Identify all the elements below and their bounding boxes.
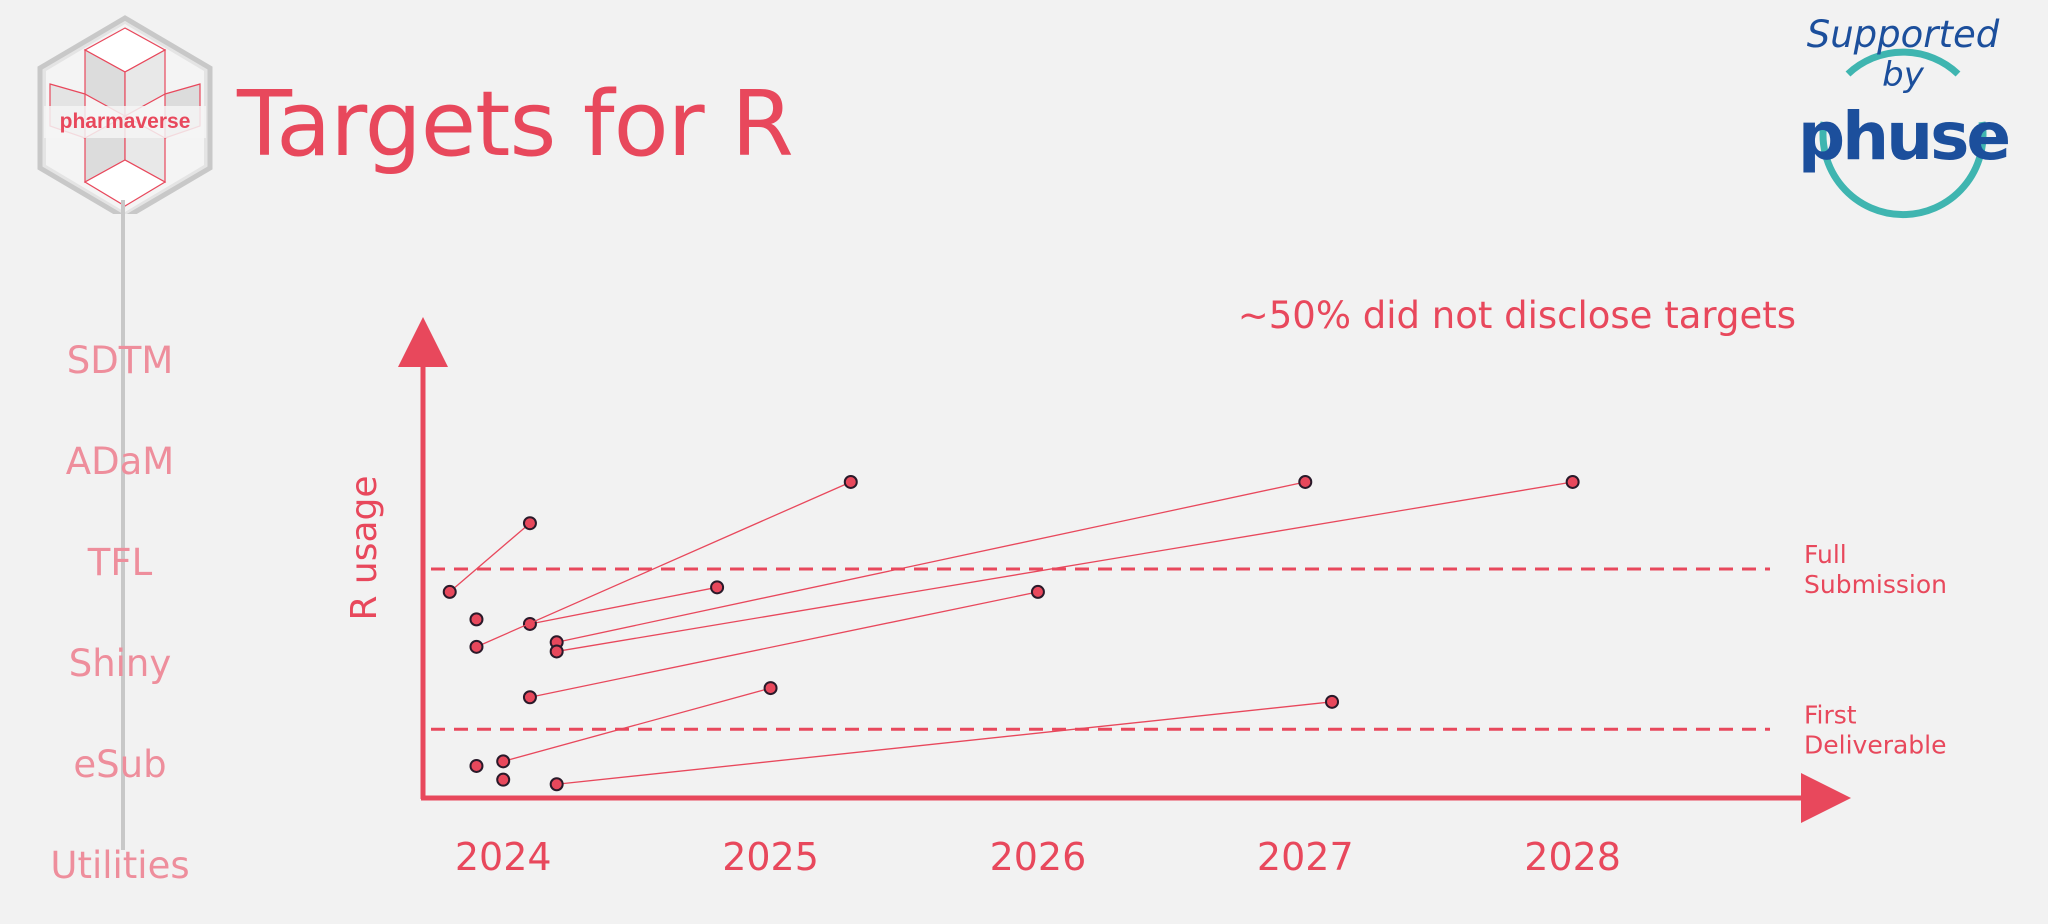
sidebar-item-utilities[interactable]: Utilities (50, 844, 190, 887)
series-line (476, 481, 852, 648)
series-line (529, 586, 718, 625)
badge-by-text: by (1882, 55, 1924, 95)
data-point (763, 681, 778, 696)
data-point (496, 754, 511, 769)
logo-text: pharmaverse (59, 110, 191, 133)
x-tick-label: 2026 (990, 835, 1087, 879)
badge-ring-icon (1819, 48, 1987, 219)
data-point (496, 772, 511, 787)
series-line (556, 481, 1306, 643)
data-point (522, 690, 537, 705)
data-point (522, 516, 537, 531)
y-axis-label: R usage (344, 475, 385, 620)
x-tick-label: 2028 (1524, 835, 1621, 879)
data-point (843, 474, 858, 489)
sidebar-divider (121, 200, 125, 850)
series-line (556, 481, 1573, 653)
data-point (1030, 584, 1045, 599)
x-tick-label: 2024 (455, 835, 552, 879)
data-point (442, 584, 457, 599)
badge-supported-text: Supported (1806, 13, 2000, 56)
threshold-label: Submission (1804, 570, 1947, 599)
x-tick-label: 2025 (722, 835, 819, 879)
data-point (710, 580, 725, 595)
data-point (549, 777, 564, 792)
hexagon-logo-icon (37, 15, 213, 221)
data-point (469, 612, 484, 627)
sidebar-item-adam[interactable]: ADaM (65, 440, 175, 483)
data-point (1565, 474, 1580, 489)
pharmaverse-logo: pharmaverse (30, 14, 220, 221)
sidebar-item-esub[interactable]: eSub (73, 743, 167, 786)
data-point (549, 644, 564, 659)
series-line (529, 591, 1039, 698)
data-point (469, 758, 484, 773)
page-title: Targets for R (237, 72, 794, 177)
sidebar-item-tfl[interactable]: TFL (87, 541, 153, 584)
sidebar-item-sdtm[interactable]: SDTM (66, 339, 174, 382)
series-line (449, 522, 531, 593)
data-point (1298, 474, 1313, 489)
x-tick-label: 2027 (1257, 835, 1354, 879)
series-line (556, 701, 1333, 785)
threshold-label: Deliverable (1804, 730, 1947, 759)
threshold-label: First (1804, 700, 1857, 729)
threshold-label: Full (1804, 540, 1847, 569)
series-line (503, 687, 771, 762)
badge-name: phuse (1797, 98, 2011, 175)
data-point (469, 639, 484, 654)
chart-annotation: ~50% did not disclose targets (1238, 294, 1796, 337)
data-point (1325, 694, 1340, 709)
sidebar-nav: SDTM ADaM TFL Shiny eSub Utilities (0, 0, 240, 924)
sidebar-item-shiny[interactable]: Shiny (68, 642, 172, 685)
supporter-badge: Supported by phuse (1788, 12, 2018, 222)
